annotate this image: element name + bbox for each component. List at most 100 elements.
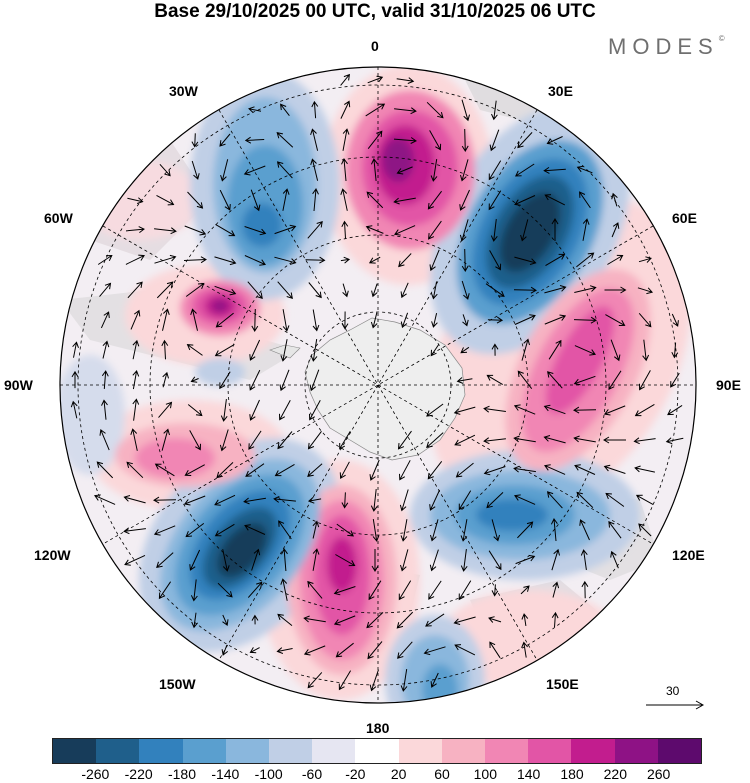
wind-arrow bbox=[398, 253, 412, 268]
wind-arrow bbox=[214, 494, 236, 506]
wind-arrow bbox=[274, 224, 297, 235]
colorbar-tick-label: 220 bbox=[603, 766, 628, 782]
wind-arrow bbox=[124, 554, 146, 566]
wind-arrow bbox=[154, 463, 175, 477]
wind-arrow bbox=[184, 225, 207, 236]
wind-arrow bbox=[576, 165, 593, 174]
wind-arrow bbox=[247, 581, 263, 598]
wind-arrow bbox=[311, 100, 319, 119]
wind-arrow bbox=[365, 225, 384, 234]
wind-arrow bbox=[249, 339, 261, 361]
colorbar-labels: -260 -220 -180 -140 -100 -60 -20 20 60 100 140 180 2… bbox=[52, 766, 702, 782]
wind-arrow bbox=[123, 527, 146, 535]
wind-arrow bbox=[634, 465, 656, 473]
wind-arrow bbox=[339, 461, 350, 480]
wind-arrow bbox=[638, 256, 652, 263]
lon-label-90w: 90W bbox=[4, 377, 33, 393]
wind-arrow bbox=[369, 669, 379, 692]
wind-arrow bbox=[544, 194, 566, 206]
wind-arrow bbox=[333, 586, 356, 596]
colorbar-swatch bbox=[225, 739, 270, 763]
wind-arrow bbox=[634, 403, 655, 417]
wind-arrow bbox=[244, 255, 266, 266]
wind-arrow bbox=[521, 641, 528, 658]
wind-arrow bbox=[638, 312, 652, 328]
wind-arrow bbox=[367, 641, 383, 660]
wind-arrow bbox=[249, 647, 260, 654]
wind-arrow bbox=[307, 431, 322, 450]
colorbar-swatch bbox=[485, 739, 529, 763]
wind-arrow bbox=[279, 400, 291, 421]
wind-arrow bbox=[667, 404, 683, 416]
wind-arrow bbox=[125, 254, 145, 265]
wind-arrow bbox=[156, 194, 175, 206]
wind-arrow bbox=[367, 130, 383, 150]
colorbar-tick-label: -220 bbox=[124, 766, 153, 782]
wind-arrow bbox=[573, 406, 597, 414]
colorbar-swatch bbox=[53, 739, 97, 763]
lon-label-30e: 30E bbox=[548, 83, 573, 99]
colorbar-swatch bbox=[441, 739, 486, 763]
wind-arrow bbox=[190, 579, 198, 602]
wind-arrow bbox=[339, 430, 351, 450]
wind-arrow bbox=[398, 580, 412, 601]
wind-arrow bbox=[458, 490, 472, 511]
wind-arrow bbox=[461, 99, 470, 122]
wind-arrow bbox=[308, 282, 322, 299]
wind-arrow bbox=[214, 285, 237, 296]
wind-arrow bbox=[430, 672, 439, 688]
wind-arrow bbox=[342, 128, 350, 151]
wind-arrow bbox=[489, 129, 500, 152]
wind-arrow bbox=[514, 195, 536, 206]
wind-arrow bbox=[70, 400, 78, 419]
wind-arrow bbox=[191, 612, 198, 629]
wind-arrow bbox=[544, 314, 567, 325]
colorbar-tick-label: -260 bbox=[81, 766, 110, 782]
colorbar-swatch bbox=[182, 739, 226, 763]
wind-arrow bbox=[333, 615, 356, 626]
wind-arrow bbox=[249, 369, 261, 391]
wind-arrow bbox=[483, 405, 506, 413]
lon-label-90e: 90E bbox=[716, 377, 741, 393]
wind-arrow bbox=[305, 256, 326, 264]
wind-arrow bbox=[312, 520, 320, 539]
vector-reference-label: 30 bbox=[666, 684, 680, 698]
wind-arrow bbox=[214, 256, 237, 266]
wind-arrow bbox=[277, 281, 293, 300]
wind-arrow bbox=[72, 341, 79, 358]
wind-arrow bbox=[277, 613, 293, 626]
wind-arrow bbox=[491, 343, 499, 356]
wind-arrow bbox=[611, 222, 620, 238]
colorbar-tick-label: 140 bbox=[516, 766, 541, 782]
colorbar-swatch bbox=[657, 739, 702, 763]
wind-arrow bbox=[126, 461, 144, 479]
wind-arrow bbox=[127, 281, 143, 299]
wind-arrow bbox=[247, 281, 263, 300]
wind-arrow bbox=[184, 464, 205, 476]
wind-arrow bbox=[282, 188, 290, 211]
wind-arrow bbox=[310, 339, 318, 362]
wind-arrow bbox=[243, 497, 266, 505]
lon-label-180: 180 bbox=[366, 720, 390, 736]
wind-arrow bbox=[244, 226, 267, 236]
colorbar-swatch bbox=[614, 739, 658, 763]
wind-arrow bbox=[515, 554, 536, 565]
wind-arrow bbox=[460, 519, 468, 542]
wind-arrow bbox=[367, 75, 384, 84]
wind-arrow bbox=[608, 370, 622, 391]
wind-arrow bbox=[514, 256, 537, 265]
wind-arrow bbox=[280, 339, 288, 362]
wind-arrow bbox=[488, 160, 502, 181]
wind-arrow bbox=[396, 77, 415, 84]
wind-arrow bbox=[548, 339, 562, 360]
wind-arrow bbox=[127, 197, 144, 204]
wind-arrow bbox=[216, 462, 234, 479]
wind-arrow bbox=[461, 128, 469, 152]
wind-arrow bbox=[307, 220, 323, 239]
wind-arrow bbox=[130, 309, 141, 330]
wind-arrow bbox=[454, 644, 476, 656]
wind-arrow bbox=[342, 283, 349, 298]
wind-arrow bbox=[610, 339, 621, 362]
wind-arrow bbox=[455, 462, 474, 478]
wind-arrow bbox=[310, 158, 319, 181]
